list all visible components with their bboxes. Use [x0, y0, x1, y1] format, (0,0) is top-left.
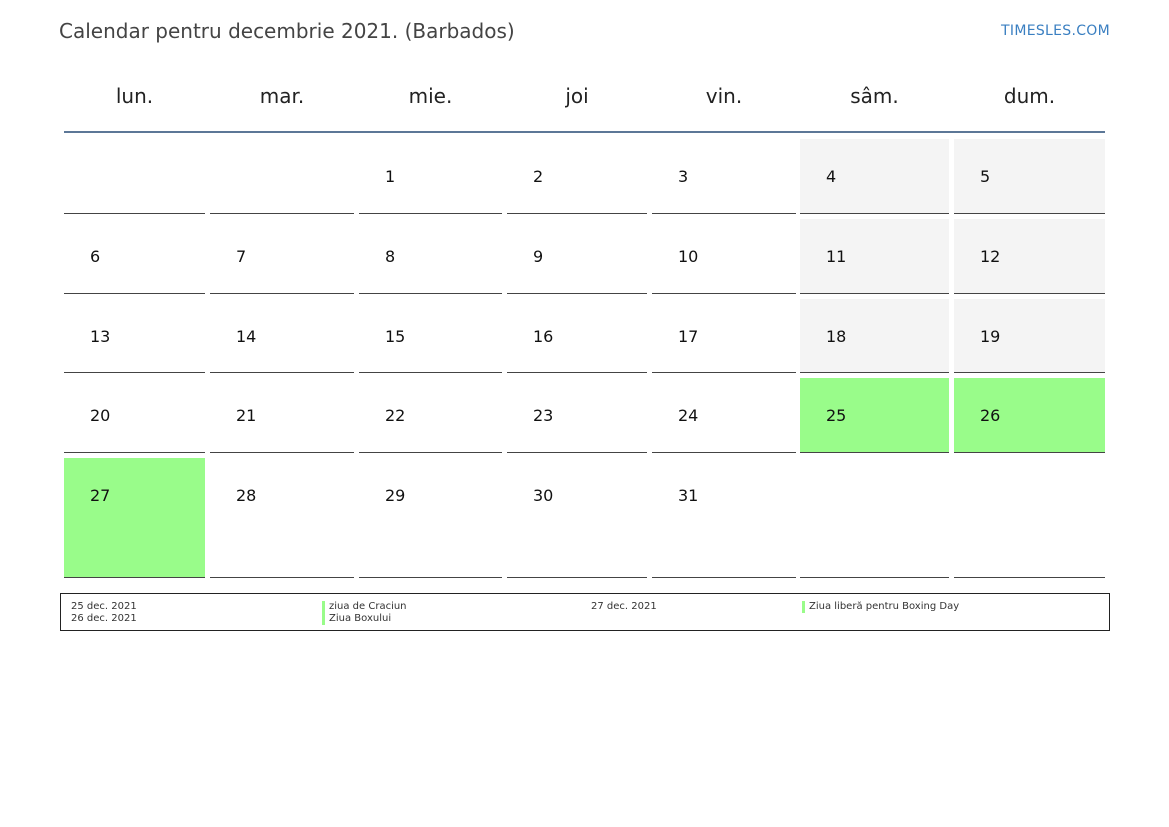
- day-cell-weekend[interactable]: 12: [954, 219, 1105, 294]
- holiday-name: ziua de Craciun: [322, 601, 407, 613]
- holiday-legend: 25 dec. 2021 ziua de Craciun 26 dec. 202…: [60, 593, 1110, 631]
- day-cell: [64, 139, 205, 214]
- day-cell[interactable]: 17: [652, 299, 796, 373]
- day-cell[interactable]: 22: [359, 378, 502, 453]
- day-number: 26: [980, 406, 1001, 425]
- day-cell[interactable]: 1: [359, 139, 502, 214]
- day-cell[interactable]: 29: [359, 458, 502, 578]
- holiday-date: 25 dec. 2021: [71, 601, 137, 612]
- day-number: 1: [385, 167, 396, 186]
- day-cell[interactable]: 8: [359, 219, 502, 294]
- weekday-tue: mar.: [259, 84, 305, 108]
- day-number: 24: [678, 406, 699, 425]
- weekday-sat: sâm.: [850, 84, 899, 108]
- day-cell[interactable]: 23: [507, 378, 647, 453]
- day-number: 17: [678, 327, 699, 346]
- day-cell-weekend[interactable]: 18: [800, 299, 949, 373]
- day-number: 6: [90, 247, 101, 266]
- day-cell[interactable]: 14: [210, 299, 354, 373]
- day-number: 15: [385, 327, 406, 346]
- day-number: 16: [533, 327, 554, 346]
- day-number: 7: [236, 247, 247, 266]
- day-number: 19: [980, 327, 1001, 346]
- day-cell[interactable]: 6: [64, 219, 205, 294]
- day-cell[interactable]: 21: [210, 378, 354, 453]
- day-number: 27: [90, 486, 111, 505]
- day-cell[interactable]: 2: [507, 139, 647, 214]
- holiday-name: Ziua liberă pentru Boxing Day: [802, 601, 959, 613]
- day-cell[interactable]: 16: [507, 299, 647, 373]
- day-number: 25: [826, 406, 847, 425]
- day-cell: [954, 458, 1105, 578]
- day-number: 9: [533, 247, 544, 266]
- day-number: 14: [236, 327, 257, 346]
- day-cell[interactable]: 24: [652, 378, 796, 453]
- day-number: 31: [678, 486, 699, 505]
- day-cell: [800, 458, 949, 578]
- day-cell[interactable]: 15: [359, 299, 502, 373]
- day-number: 5: [980, 167, 991, 186]
- holiday-name: Ziua Boxului: [322, 613, 391, 625]
- day-cell[interactable]: 20: [64, 378, 205, 453]
- day-cell-holiday[interactable]: 26: [954, 378, 1105, 453]
- day-number: 20: [90, 406, 111, 425]
- weekday-thu: joi: [565, 84, 589, 108]
- day-number: 8: [385, 247, 396, 266]
- day-cell-weekend[interactable]: 4: [800, 139, 949, 214]
- day-cell-holiday[interactable]: 27: [64, 458, 205, 578]
- day-cell[interactable]: 7: [210, 219, 354, 294]
- day-cell-weekend[interactable]: 11: [800, 219, 949, 294]
- day-cell[interactable]: 10: [652, 219, 796, 294]
- day-cell[interactable]: 9: [507, 219, 647, 294]
- day-number: 2: [533, 167, 544, 186]
- day-cell[interactable]: 3: [652, 139, 796, 214]
- day-number: 30: [533, 486, 554, 505]
- day-cell: [210, 139, 354, 214]
- day-number: 28: [236, 486, 257, 505]
- day-number: 4: [826, 167, 837, 186]
- weekday-header-row: lun. mar. mie. joi vin. sâm. dum.: [64, 84, 1105, 114]
- day-cell-weekend[interactable]: 5: [954, 139, 1105, 214]
- day-number: 10: [678, 247, 699, 266]
- day-cell[interactable]: 13: [64, 299, 205, 373]
- header-rule: [64, 131, 1105, 133]
- day-number: 23: [533, 406, 554, 425]
- day-number: 13: [90, 327, 111, 346]
- weekday-mon: lun.: [115, 84, 154, 108]
- brand-link[interactable]: TIMESLES.COM: [1001, 23, 1110, 39]
- day-number: 12: [980, 247, 1001, 266]
- day-cell[interactable]: 31: [652, 458, 796, 578]
- weekday-sun: dum.: [1003, 84, 1056, 108]
- weekday-fri: vin.: [705, 84, 743, 108]
- weekday-wed: mie.: [408, 84, 453, 108]
- day-cell[interactable]: 28: [210, 458, 354, 578]
- holiday-date: 26 dec. 2021: [71, 613, 137, 624]
- day-cell-holiday[interactable]: 25: [800, 378, 949, 453]
- day-number: 18: [826, 327, 847, 346]
- day-number: 22: [385, 406, 406, 425]
- day-number: 11: [826, 247, 847, 266]
- holiday-date: 27 dec. 2021: [591, 601, 657, 612]
- day-number: 29: [385, 486, 406, 505]
- day-cell-weekend[interactable]: 19: [954, 299, 1105, 373]
- day-cell[interactable]: 30: [507, 458, 647, 578]
- page-title: Calendar pentru decembrie 2021. (Barbado…: [59, 19, 515, 43]
- day-number: 21: [236, 406, 257, 425]
- day-number: 3: [678, 167, 689, 186]
